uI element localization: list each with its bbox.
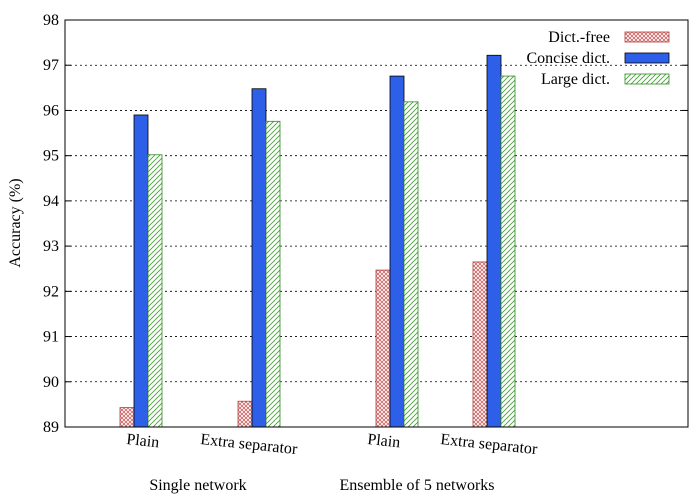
y-tick-label: 98 <box>43 12 59 29</box>
y-tick-label: 97 <box>43 57 59 74</box>
bar-concise-dict-cat-0 <box>133 114 149 428</box>
y-tick-label: 95 <box>43 148 59 165</box>
x-axis-labels: Plain Extra separator Plain Extra separator… <box>126 431 539 494</box>
y-tick-label: 90 <box>43 374 59 391</box>
y-tick-label: 96 <box>43 102 59 119</box>
y-tick-label: 91 <box>43 329 59 346</box>
y-tick-label: 92 <box>43 283 59 300</box>
x-category-label: Plain <box>126 431 160 451</box>
bar-dict-freecat-3 <box>472 261 488 428</box>
y-axis-ticks: 89 90 91 92 93 94 95 96 97 98 <box>43 12 688 436</box>
bar-concise-dict-cat-2 <box>389 75 405 428</box>
bar-large-dict-cat-1 <box>265 120 281 428</box>
y-tick-label: 89 <box>43 419 59 436</box>
bar-large-dict-cat-3 <box>500 75 516 428</box>
legend-swatch <box>624 73 670 85</box>
legend: Dict.-free Concise dict. Large dict. <box>526 29 670 88</box>
legend-label: Large dict. <box>541 71 610 88</box>
bar-large-dict-cat-2 <box>403 101 419 428</box>
x-category-label: Extra separator <box>200 431 299 458</box>
bar-concise-dict-cat-3 <box>486 54 502 428</box>
bar-concise-dict-cat-1 <box>251 88 267 428</box>
legend-label: Concise dict. <box>526 50 610 67</box>
x-group-label: Ensemble of 5 networks <box>339 477 494 494</box>
x-category-label: Plain <box>367 431 401 451</box>
legend-swatch <box>624 52 670 64</box>
y-axis-label: Accuracy (%) <box>7 178 24 267</box>
y-tick-label: 93 <box>43 238 59 255</box>
legend-label: Dict.-free <box>548 29 610 46</box>
bar-dict-freecat-2 <box>375 269 391 428</box>
bar-dict-freecat-0 <box>119 407 135 428</box>
plot-frame <box>64 19 689 428</box>
x-category-label: Extra separator <box>440 431 539 458</box>
x-group-label: Single network <box>149 477 246 494</box>
bar-large-dict-cat-0 <box>147 154 163 428</box>
bar-dict-freecat-1 <box>237 400 253 428</box>
y-tick-label: 94 <box>43 193 59 210</box>
bars <box>119 54 516 428</box>
legend-swatch <box>624 31 670 43</box>
